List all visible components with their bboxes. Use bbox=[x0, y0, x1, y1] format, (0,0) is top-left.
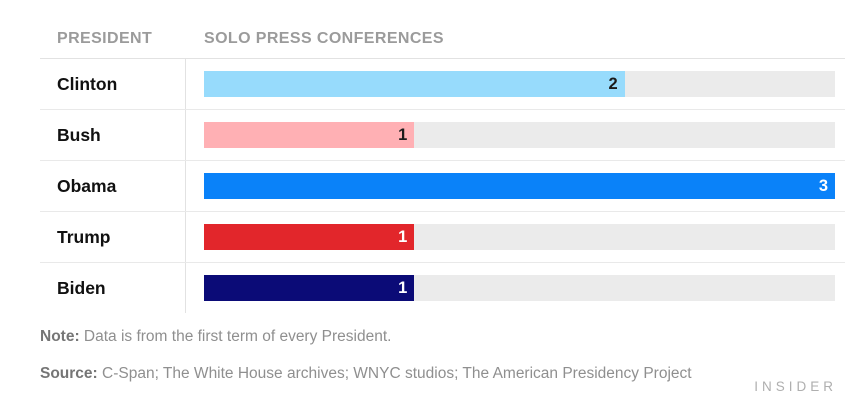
press-conference-table: PRESIDENT SOLO PRESS CONFERENCES Clinton… bbox=[40, 20, 845, 313]
column-header-president: PRESIDENT bbox=[57, 30, 153, 47]
bar-track: 3 bbox=[204, 173, 835, 199]
note-label: Note: bbox=[40, 328, 80, 345]
table-body: Clinton 2 Bush 1 Obama 3 Trump 1 Biden 1 bbox=[40, 59, 845, 313]
bar-value-label: 1 bbox=[398, 227, 408, 246]
bar-track: 2 bbox=[204, 71, 835, 97]
bar-cell: 3 bbox=[185, 161, 845, 211]
bar-cell: 1 bbox=[185, 212, 845, 262]
table-row: Trump 1 bbox=[40, 212, 845, 263]
insider-logo: INSIDER bbox=[754, 379, 837, 394]
president-name-label: Clinton bbox=[57, 73, 118, 94]
bar-track: 1 bbox=[204, 275, 835, 301]
bar-track: 1 bbox=[204, 224, 835, 250]
bar-cell: 1 bbox=[185, 263, 845, 313]
bar-cell: 2 bbox=[185, 59, 845, 109]
table-row: Bush 1 bbox=[40, 110, 845, 161]
table-row: Biden 1 bbox=[40, 263, 845, 313]
note-text: Data is from the first term of every Pre… bbox=[83, 328, 392, 345]
bar-value-label: 3 bbox=[818, 176, 828, 195]
bar-cell: 1 bbox=[185, 110, 845, 160]
president-name-label: Biden bbox=[57, 277, 106, 298]
source-label: Source: bbox=[40, 365, 98, 382]
bar-value-label: 1 bbox=[398, 278, 408, 297]
bar: 1 bbox=[204, 224, 415, 250]
table-row: Obama 3 bbox=[40, 161, 845, 212]
president-name-label: Bush bbox=[57, 124, 101, 145]
column-header-solo-press-conferences: SOLO PRESS CONFERENCES bbox=[204, 30, 444, 47]
bar: 2 bbox=[204, 71, 625, 97]
table-row: Clinton 2 bbox=[40, 59, 845, 110]
chart-source: Source: C-Span; The White House archives… bbox=[40, 363, 692, 385]
bar: 1 bbox=[204, 122, 415, 148]
bar-value-label: 1 bbox=[398, 125, 408, 144]
president-name-label: Obama bbox=[57, 175, 117, 196]
bar-track: 1 bbox=[204, 122, 835, 148]
source-text: C-Span; The White House archives; WNYC s… bbox=[102, 365, 692, 382]
bar-value-label: 2 bbox=[608, 74, 618, 93]
chart-note: Note: Data is from the first term of eve… bbox=[40, 326, 391, 348]
table-header-row: PRESIDENT SOLO PRESS CONFERENCES bbox=[40, 20, 845, 59]
bar: 3 bbox=[204, 173, 835, 199]
president-name-label: Trump bbox=[57, 226, 111, 247]
bar: 1 bbox=[204, 275, 415, 301]
